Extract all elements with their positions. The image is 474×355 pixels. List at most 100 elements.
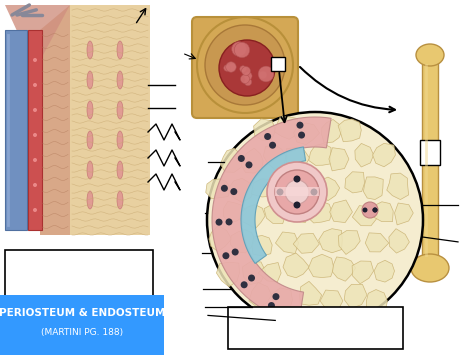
Polygon shape	[223, 201, 247, 223]
Circle shape	[276, 189, 283, 196]
Polygon shape	[264, 204, 286, 224]
Bar	[271, 57, 285, 71]
Circle shape	[362, 202, 378, 218]
Polygon shape	[206, 179, 230, 199]
Ellipse shape	[87, 41, 93, 59]
Circle shape	[241, 281, 247, 288]
Circle shape	[293, 202, 301, 208]
Polygon shape	[271, 288, 292, 309]
Text: PERIOSTEUM & ENDOSTEUM: PERIOSTEUM & ENDOSTEUM	[0, 308, 165, 318]
Polygon shape	[294, 123, 319, 144]
Circle shape	[197, 17, 293, 113]
Circle shape	[310, 189, 318, 196]
Polygon shape	[264, 145, 286, 170]
Circle shape	[232, 248, 239, 256]
Polygon shape	[307, 201, 332, 223]
Polygon shape	[309, 254, 334, 278]
Polygon shape	[252, 179, 273, 197]
Polygon shape	[220, 148, 245, 172]
Circle shape	[240, 75, 249, 83]
Circle shape	[33, 58, 37, 62]
Polygon shape	[209, 226, 231, 251]
Circle shape	[296, 122, 303, 129]
Circle shape	[228, 63, 236, 71]
Polygon shape	[40, 5, 70, 235]
Polygon shape	[332, 257, 356, 281]
Ellipse shape	[117, 131, 123, 149]
Polygon shape	[373, 143, 395, 167]
Polygon shape	[373, 202, 393, 222]
Polygon shape	[5, 5, 70, 70]
Circle shape	[33, 183, 37, 187]
Polygon shape	[243, 262, 266, 285]
Polygon shape	[300, 281, 322, 305]
Circle shape	[224, 65, 230, 71]
Bar	[420, 140, 440, 165]
Polygon shape	[297, 174, 319, 194]
Polygon shape	[387, 173, 409, 200]
Polygon shape	[322, 119, 342, 143]
Polygon shape	[217, 262, 239, 287]
Circle shape	[373, 208, 377, 213]
Circle shape	[232, 42, 246, 56]
Polygon shape	[330, 200, 353, 223]
Polygon shape	[364, 177, 383, 200]
Polygon shape	[272, 178, 298, 198]
Polygon shape	[252, 235, 272, 256]
Polygon shape	[344, 284, 367, 308]
Circle shape	[246, 162, 253, 168]
Circle shape	[258, 66, 274, 82]
Polygon shape	[389, 229, 410, 253]
Circle shape	[33, 108, 37, 112]
Polygon shape	[254, 119, 276, 140]
Ellipse shape	[117, 191, 123, 209]
Polygon shape	[374, 260, 394, 282]
Polygon shape	[338, 119, 361, 142]
Circle shape	[264, 133, 271, 140]
Polygon shape	[230, 230, 255, 253]
Circle shape	[268, 302, 275, 309]
Ellipse shape	[416, 44, 444, 66]
Ellipse shape	[117, 161, 123, 179]
Polygon shape	[258, 262, 281, 282]
Polygon shape	[345, 172, 365, 193]
Circle shape	[207, 112, 423, 328]
Polygon shape	[249, 283, 272, 308]
Polygon shape	[352, 261, 374, 284]
Bar	[28, 30, 42, 230]
Polygon shape	[228, 178, 255, 202]
Circle shape	[269, 142, 276, 149]
Circle shape	[363, 208, 367, 213]
Circle shape	[298, 132, 305, 138]
Polygon shape	[241, 148, 263, 173]
Polygon shape	[394, 203, 413, 225]
Bar	[5, 30, 27, 230]
Bar	[275, 187, 319, 196]
Circle shape	[238, 155, 245, 162]
Ellipse shape	[87, 101, 93, 119]
Polygon shape	[286, 202, 308, 223]
Polygon shape	[355, 143, 374, 167]
Circle shape	[248, 274, 255, 282]
Circle shape	[259, 71, 267, 79]
Circle shape	[373, 208, 377, 213]
Ellipse shape	[117, 71, 123, 89]
Polygon shape	[293, 233, 319, 253]
Ellipse shape	[117, 101, 123, 119]
Circle shape	[240, 66, 246, 72]
Circle shape	[33, 133, 37, 137]
Circle shape	[222, 252, 229, 259]
Polygon shape	[241, 204, 265, 229]
Circle shape	[230, 188, 237, 195]
Polygon shape	[283, 253, 310, 278]
Circle shape	[33, 158, 37, 162]
Bar	[422, 60, 438, 260]
Circle shape	[226, 218, 233, 225]
Bar	[5, 250, 153, 300]
Polygon shape	[318, 177, 340, 201]
Circle shape	[285, 180, 309, 204]
Circle shape	[216, 219, 222, 226]
Circle shape	[242, 66, 250, 76]
Polygon shape	[366, 290, 387, 311]
Circle shape	[244, 72, 252, 80]
